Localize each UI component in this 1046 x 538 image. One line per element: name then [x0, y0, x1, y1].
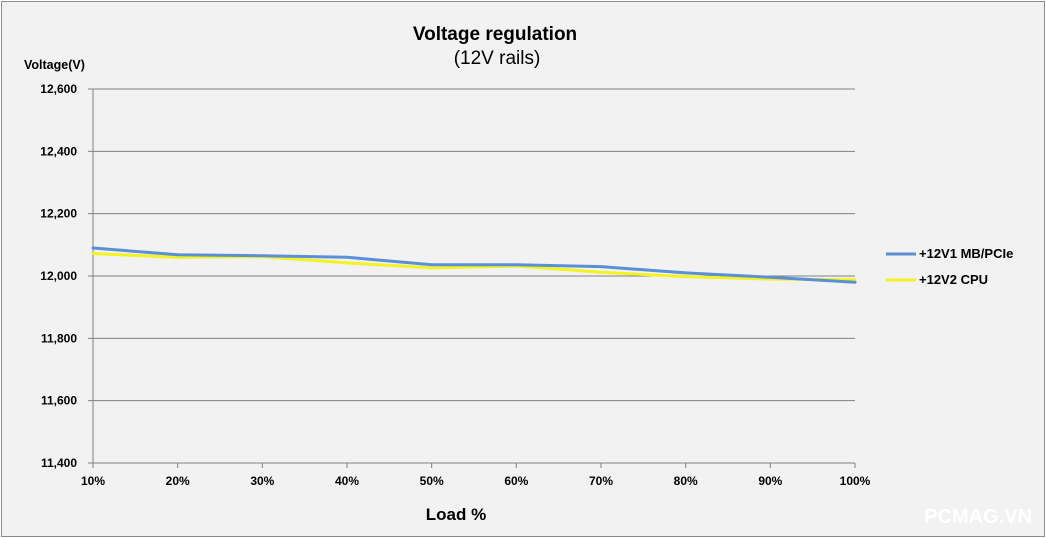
y-tick-label: 12,400 — [40, 144, 77, 158]
x-tick-label: 30% — [250, 474, 274, 488]
y-tick-label: 11,400 — [41, 456, 77, 470]
y-axis-label: Voltage(V) — [24, 58, 85, 72]
x-tick-label: 60% — [504, 474, 528, 488]
y-tick-label: 11,800 — [41, 331, 77, 345]
x-tick-label: 70% — [589, 474, 613, 488]
x-tick-label: 50% — [420, 474, 444, 488]
watermark-text: PCMAG.VN — [924, 506, 1032, 528]
x-tick-label: 80% — [674, 474, 698, 488]
legend: +12V1 MB/PCIe +12V2 CPU — [886, 246, 1013, 287]
y-tick-label: 12,600 — [40, 82, 77, 96]
y-tick-label: 12,200 — [40, 207, 77, 221]
x-axis-ticks: 10% 20% 30% 40% 50% 60% 70% 80% 90% 100% — [81, 474, 871, 488]
y-tick-label: 11,600 — [41, 394, 77, 408]
x-axis-label: Load % — [426, 505, 486, 524]
y-axis-ticks: 11,400 11,600 11,800 12,000 12,200 12,400 12,6… — [40, 82, 77, 470]
series-line-2 — [91, 252, 857, 282]
chart-subtitle: (12V rails) — [454, 48, 541, 69]
chart-title: Voltage regulation — [413, 24, 577, 45]
series-lines — [91, 246, 857, 284]
legend-label: +12V1 MB/PCIe — [919, 246, 1013, 261]
x-tick-label: 100% — [840, 474, 871, 488]
series-line-1 — [91, 246, 857, 284]
x-tick-label: 20% — [166, 474, 190, 488]
x-tick-label: 10% — [81, 474, 105, 488]
x-tick-label: 90% — [758, 474, 782, 488]
x-tick-label: 40% — [335, 474, 359, 488]
y-tick-label: 12,000 — [40, 269, 77, 283]
legend-label: +12V2 CPU — [919, 272, 988, 287]
